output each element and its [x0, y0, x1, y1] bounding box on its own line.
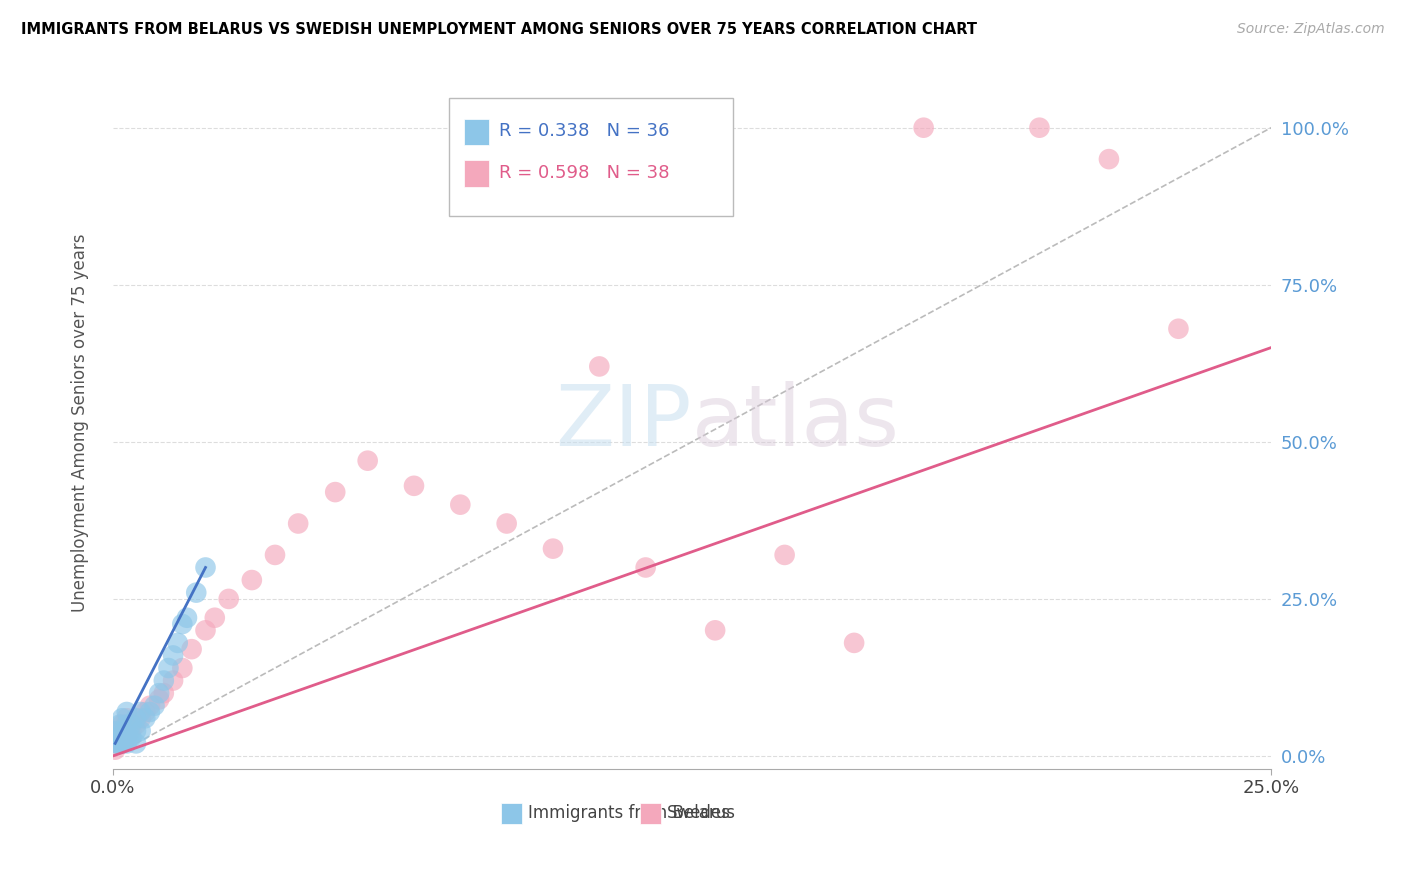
Bar [640, 803, 661, 824]
Point [148, 686, 170, 700]
Point [148, 692, 170, 706]
Point [1098, 152, 1121, 166]
Point [134, 705, 156, 719]
Point [912, 120, 935, 135]
Point [153, 673, 176, 688]
Point [111, 736, 134, 750]
Point [108, 736, 131, 750]
Point [120, 730, 142, 744]
Point [143, 698, 166, 713]
FancyBboxPatch shape [449, 98, 733, 216]
Point [107, 736, 129, 750]
Point [402, 479, 425, 493]
Point [107, 723, 129, 738]
Point [139, 705, 162, 719]
Point [172, 661, 194, 675]
Point [125, 711, 148, 725]
Point [166, 636, 188, 650]
Point [180, 642, 202, 657]
Point [104, 736, 127, 750]
Point [120, 723, 142, 738]
Point [588, 359, 610, 374]
Point [107, 736, 129, 750]
Point [129, 705, 152, 719]
Point [115, 717, 138, 731]
Text: Swedes: Swedes [666, 805, 730, 822]
Point [125, 723, 148, 738]
Point [264, 548, 287, 562]
Point [218, 591, 240, 606]
Text: R = 0.338   N = 36: R = 0.338 N = 36 [499, 122, 669, 140]
Point [287, 516, 309, 531]
Point [773, 548, 796, 562]
Point [115, 730, 138, 744]
Point [162, 673, 184, 688]
Text: R = 0.598   N = 38: R = 0.598 N = 38 [499, 164, 669, 182]
Bar [464, 161, 489, 186]
Point [111, 730, 134, 744]
Point [449, 498, 471, 512]
Point [495, 516, 517, 531]
Text: IMMIGRANTS FROM BELARUS VS SWEDISH UNEMPLOYMENT AMONG SENIORS OVER 75 YEARS CORR: IMMIGRANTS FROM BELARUS VS SWEDISH UNEMP… [21, 22, 977, 37]
Point [111, 717, 134, 731]
Point [118, 730, 141, 744]
Point [107, 730, 129, 744]
Point [114, 730, 136, 744]
Point [704, 624, 727, 638]
Point [194, 624, 217, 638]
Point [323, 485, 346, 500]
Point [157, 661, 180, 675]
Point [120, 717, 142, 731]
Y-axis label: Unemployment Among Seniors over 75 years: Unemployment Among Seniors over 75 years [72, 234, 89, 612]
Point [108, 717, 131, 731]
Point [107, 723, 129, 738]
Point [176, 611, 198, 625]
Point [115, 711, 138, 725]
Point [634, 560, 657, 574]
Point [125, 736, 148, 750]
Point [134, 711, 156, 725]
Point [115, 730, 138, 744]
Text: Immigrants from Belarus: Immigrants from Belarus [527, 805, 734, 822]
Text: Source: ZipAtlas.com: Source: ZipAtlas.com [1237, 22, 1385, 37]
Point [172, 617, 194, 632]
Point [139, 698, 162, 713]
Point [115, 705, 138, 719]
Point [111, 711, 134, 725]
Point [115, 736, 138, 750]
Point [162, 648, 184, 663]
Point [186, 585, 208, 599]
Point [129, 711, 152, 725]
Point [1028, 120, 1050, 135]
Point [842, 636, 865, 650]
Point [240, 573, 263, 587]
Text: atlas: atlas [692, 382, 900, 465]
Point [356, 453, 378, 467]
Point [111, 736, 134, 750]
Bar [464, 119, 489, 145]
Point [111, 723, 134, 738]
Point [204, 611, 226, 625]
Point [125, 717, 148, 731]
Bar [501, 803, 522, 824]
Point [104, 742, 127, 756]
Point [1167, 322, 1189, 336]
Point [129, 723, 152, 738]
Point [194, 560, 217, 574]
Text: ZIP: ZIP [555, 382, 692, 465]
Point [541, 541, 564, 556]
Point [105, 730, 128, 744]
Point [153, 686, 176, 700]
